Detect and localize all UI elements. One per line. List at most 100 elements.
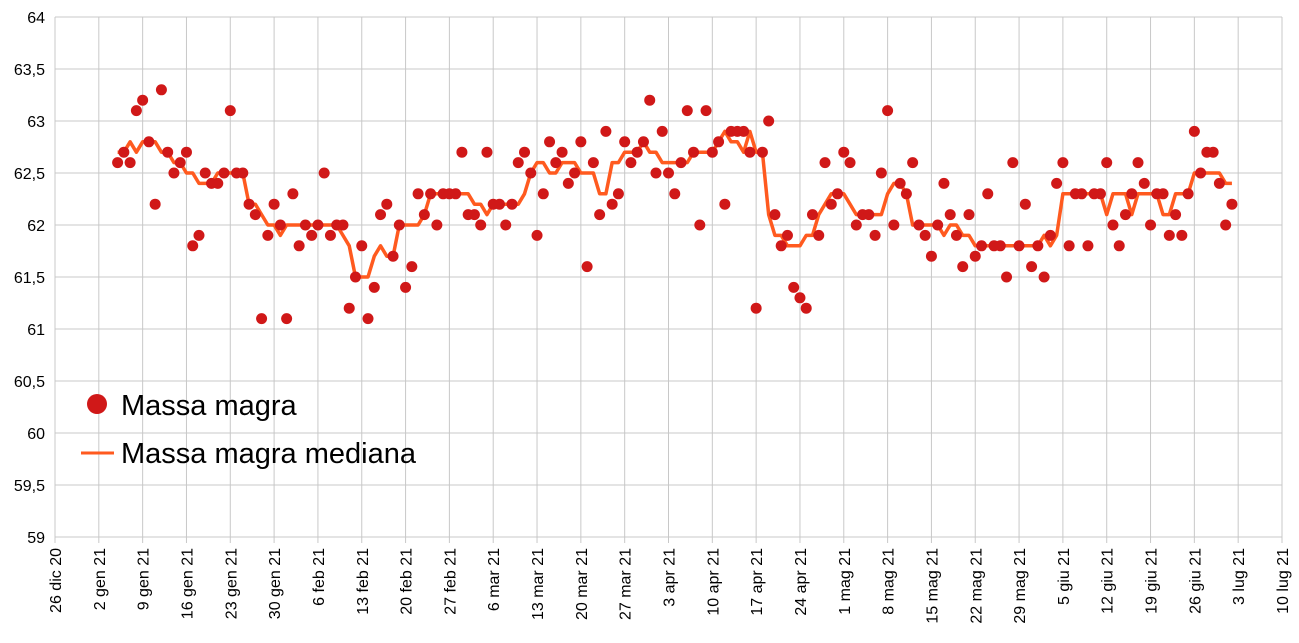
data-point [149,198,161,210]
data-point [663,167,674,179]
data-point [512,157,524,169]
x-tick-label: 6 feb 21 [311,548,328,606]
data-point [1170,209,1182,221]
x-tick-label: 3 lug 21 [1231,548,1248,605]
data-point [675,157,687,169]
data-point [888,219,900,231]
data-point [143,136,155,148]
data-point [1051,177,1063,189]
data-point [994,240,1006,252]
data-point [800,302,812,314]
x-tick-label: 19 giu 21 [1144,548,1161,614]
data-point [475,219,487,231]
x-tick-label: 6 mar 21 [486,548,503,611]
x-axis-ticks: 26 dic 20 2 gen 21 9 gen 21 16 gen 21 23 gen… [48,548,1292,624]
x-tick-label: 15 mag 21 [924,548,941,624]
legend-label-points: Massa magra [121,390,298,422]
data-point [963,209,975,221]
data-point [412,188,424,200]
data-point [406,261,418,273]
data-point [1019,198,1031,210]
data-point [1082,240,1094,252]
data-point [468,209,480,221]
data-point [268,198,280,210]
median-series [117,129,1232,279]
data-point [863,209,875,221]
data-point [900,188,912,200]
data-point [875,167,887,179]
data-point [324,229,336,241]
x-tick-label: 20 feb 21 [399,548,416,615]
y-tick-label: 59 [27,530,45,547]
data-point [1119,209,1131,221]
data-point [249,209,261,221]
x-tick-label: 16 gen 21 [179,548,196,619]
data-point [1032,240,1044,252]
data-point [168,167,180,179]
x-tick-label: 10 lug 21 [1275,548,1292,614]
x-tick-label: 1 mag 21 [837,548,854,615]
data-point [907,157,919,169]
x-tick-label: 24 apr 21 [793,548,810,616]
data-point [750,302,762,314]
data-point [794,292,806,304]
data-point [381,198,393,210]
data-point [813,229,825,241]
y-tick-label: 61 [27,322,45,339]
data-point [1038,271,1050,283]
data-point [312,219,324,231]
y-axis-ticks: 59 59,5 60 60,5 61 61,5 62 62,5 63 63,5 64 [14,10,45,547]
data-point [882,105,894,117]
data-point [600,125,612,137]
x-tick-label: 13 feb 21 [355,548,372,615]
data-point [1176,229,1188,241]
data-point [806,209,818,221]
x-tick-label: 9 gen 21 [136,548,153,610]
data-point [356,240,368,252]
data-point [450,188,462,200]
data-point [1101,157,1113,169]
data-point [1026,261,1038,273]
data-point [368,281,380,293]
data-point [237,167,249,179]
data-point [656,125,668,137]
data-point [431,219,443,231]
data-point [644,94,656,106]
data-point [569,167,581,179]
data-point [869,229,881,241]
data-point [556,146,568,158]
data-point [306,229,318,241]
data-point [130,105,142,117]
data-point [1076,188,1088,200]
data-point [850,219,862,231]
data-point [781,229,793,241]
data-point [537,188,549,200]
data-point [481,146,493,158]
data-point [1057,157,1069,169]
data-point [550,157,562,169]
data-point [825,198,837,210]
y-tick-label: 60,5 [14,374,45,391]
data-point [694,219,706,231]
data-point [619,136,631,148]
data-point [925,250,937,262]
y-tick-label: 63 [27,114,45,131]
data-point [838,146,850,158]
data-point [212,177,224,189]
x-tick-label: 10 apr 21 [705,548,722,616]
data-point [362,313,374,325]
data-point [387,250,399,262]
data-point [1207,146,1219,158]
data-point [180,146,192,158]
y-tick-label: 62,5 [14,166,45,183]
data-point [976,240,988,252]
data-point [562,177,574,189]
data-point [637,136,649,148]
data-point [318,167,330,179]
data-point [1107,219,1119,231]
data-point [581,261,593,273]
data-point [982,188,994,200]
data-point [1132,157,1144,169]
data-point [944,209,956,221]
data-point [337,219,349,231]
